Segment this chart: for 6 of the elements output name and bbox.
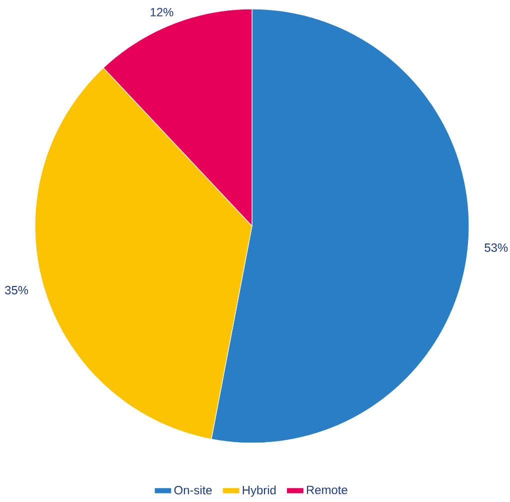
legend-label: On-site <box>174 486 212 494</box>
legend-label: Hybrid <box>242 486 276 497</box>
data-label: 53% <box>484 243 508 252</box>
data-label: 12% <box>150 8 174 16</box>
data-label: 35% <box>5 286 28 294</box>
legend-label: Remote <box>306 486 348 494</box>
